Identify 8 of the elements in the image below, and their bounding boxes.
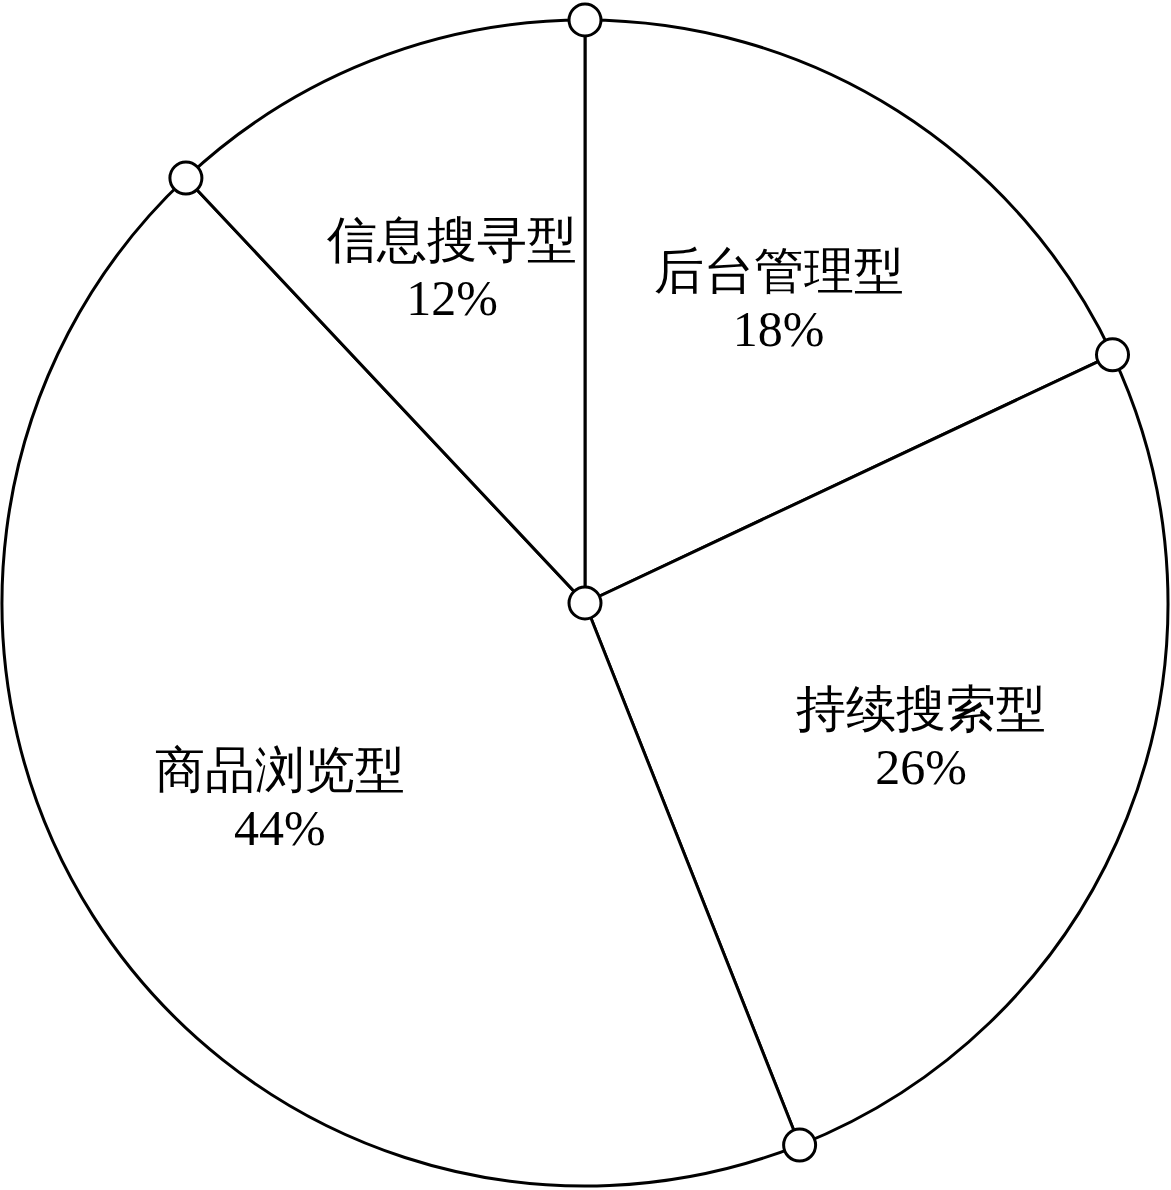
data-label: 12%	[406, 269, 498, 326]
slice-label: 持续搜索型	[796, 681, 1047, 738]
slice-label: 后台管理型	[653, 242, 904, 299]
slice-label: 商品浏览型	[154, 741, 405, 798]
slice-label: 信息搜寻型	[326, 211, 577, 268]
data-label: 44%	[233, 799, 326, 856]
data-label: 26%	[875, 739, 967, 796]
data-label: 18%	[732, 300, 825, 357]
